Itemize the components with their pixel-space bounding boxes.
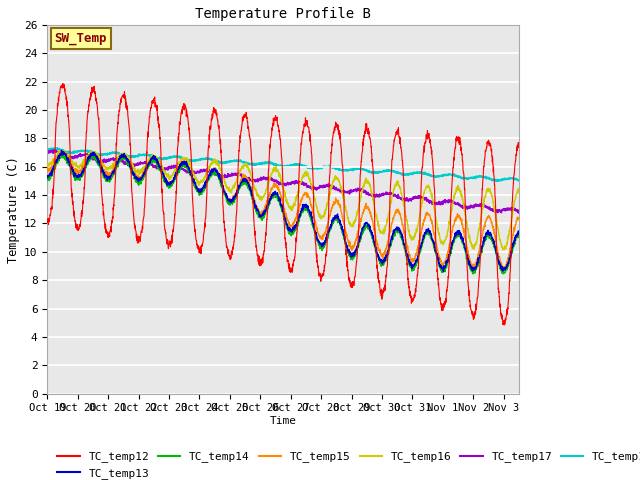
TC_temp14 [44,175,51,181]
TC_temp17 [44,150,51,156]
TC_temp18 [260,159,268,165]
Y-axis label: Temperature (C): Temperature (C) [7,156,20,263]
Line: TC_temp16: TC_temp16 [47,150,519,250]
Line: TC_temp13: TC_temp13 [47,150,519,272]
TC_temp18 [273,162,281,168]
TC_temp16 [68,158,76,164]
TC_temp14 [260,211,268,217]
TC_temp17 [515,210,522,216]
Legend: TC_temp12, TC_temp13, TC_temp14, TC_temp15, TC_temp16, TC_temp17, TC_temp18: TC_temp12, TC_temp13, TC_temp14, TC_temp… [53,447,640,480]
TC_temp13 [260,208,268,214]
TC_temp16 [502,246,509,252]
TC_temp16 [55,147,63,153]
TC_temp17 [502,206,509,212]
TC_temp18 [492,179,500,184]
TC_temp14 [415,252,423,258]
Title: Temperature Profile B: Temperature Profile B [195,7,371,21]
TC_temp18 [515,178,523,183]
TC_temp15 [273,184,281,190]
TC_temp16 [44,161,51,167]
TC_temp15 [500,266,508,272]
TC_temp14 [58,152,66,157]
TC_temp14 [273,192,281,198]
TC_temp18 [415,169,423,175]
TC_temp13 [58,147,65,153]
TC_temp13 [515,231,523,237]
Text: SW_Temp: SW_Temp [54,32,107,45]
TC_temp14 [502,269,509,275]
TC_temp15 [515,215,523,221]
TC_temp12 [500,322,508,328]
TC_temp12 [502,317,509,323]
Line: TC_temp18: TC_temp18 [47,148,519,181]
TC_temp18 [68,150,76,156]
TC_temp15 [260,205,268,211]
TC_temp17 [51,147,58,153]
TC_temp15 [502,264,509,269]
TC_temp13 [273,192,281,197]
TC_temp12 [273,115,281,120]
TC_temp13 [68,167,76,172]
TC_temp18 [53,145,61,151]
TC_temp15 [415,239,423,245]
TC_temp12 [68,186,76,192]
TC_temp14 [68,168,76,173]
TC_temp16 [260,192,268,197]
TC_temp13 [415,250,423,256]
TC_temp14 [515,233,523,239]
TC_temp16 [515,186,523,192]
TC_temp13 [44,175,51,180]
TC_temp17 [273,180,281,186]
TC_temp13 [440,269,447,275]
TC_temp17 [515,209,523,215]
TC_temp13 [502,264,509,270]
TC_temp17 [260,175,268,181]
TC_temp18 [502,176,509,181]
TC_temp14 [502,267,509,273]
TC_temp12 [502,316,509,322]
TC_temp15 [68,162,76,168]
TC_temp15 [502,265,509,271]
TC_temp18 [44,146,51,152]
TC_temp12 [515,145,523,151]
TC_temp12 [44,217,51,223]
Line: TC_temp12: TC_temp12 [47,84,519,325]
TC_temp12 [260,248,268,254]
TC_temp16 [415,216,423,222]
X-axis label: Time: Time [269,416,297,426]
TC_temp15 [60,148,68,154]
Line: TC_temp17: TC_temp17 [47,150,519,213]
TC_temp16 [502,245,509,251]
TC_temp18 [502,177,509,182]
TC_temp12 [415,249,423,255]
TC_temp16 [499,247,507,253]
TC_temp14 [469,271,477,277]
TC_temp17 [415,193,423,199]
TC_temp13 [502,265,509,271]
TC_temp17 [502,206,509,212]
Line: TC_temp14: TC_temp14 [47,155,519,274]
Line: TC_temp15: TC_temp15 [47,151,519,269]
TC_temp15 [44,165,51,171]
TC_temp17 [68,154,76,160]
TC_temp16 [273,168,281,174]
TC_temp12 [60,81,67,86]
